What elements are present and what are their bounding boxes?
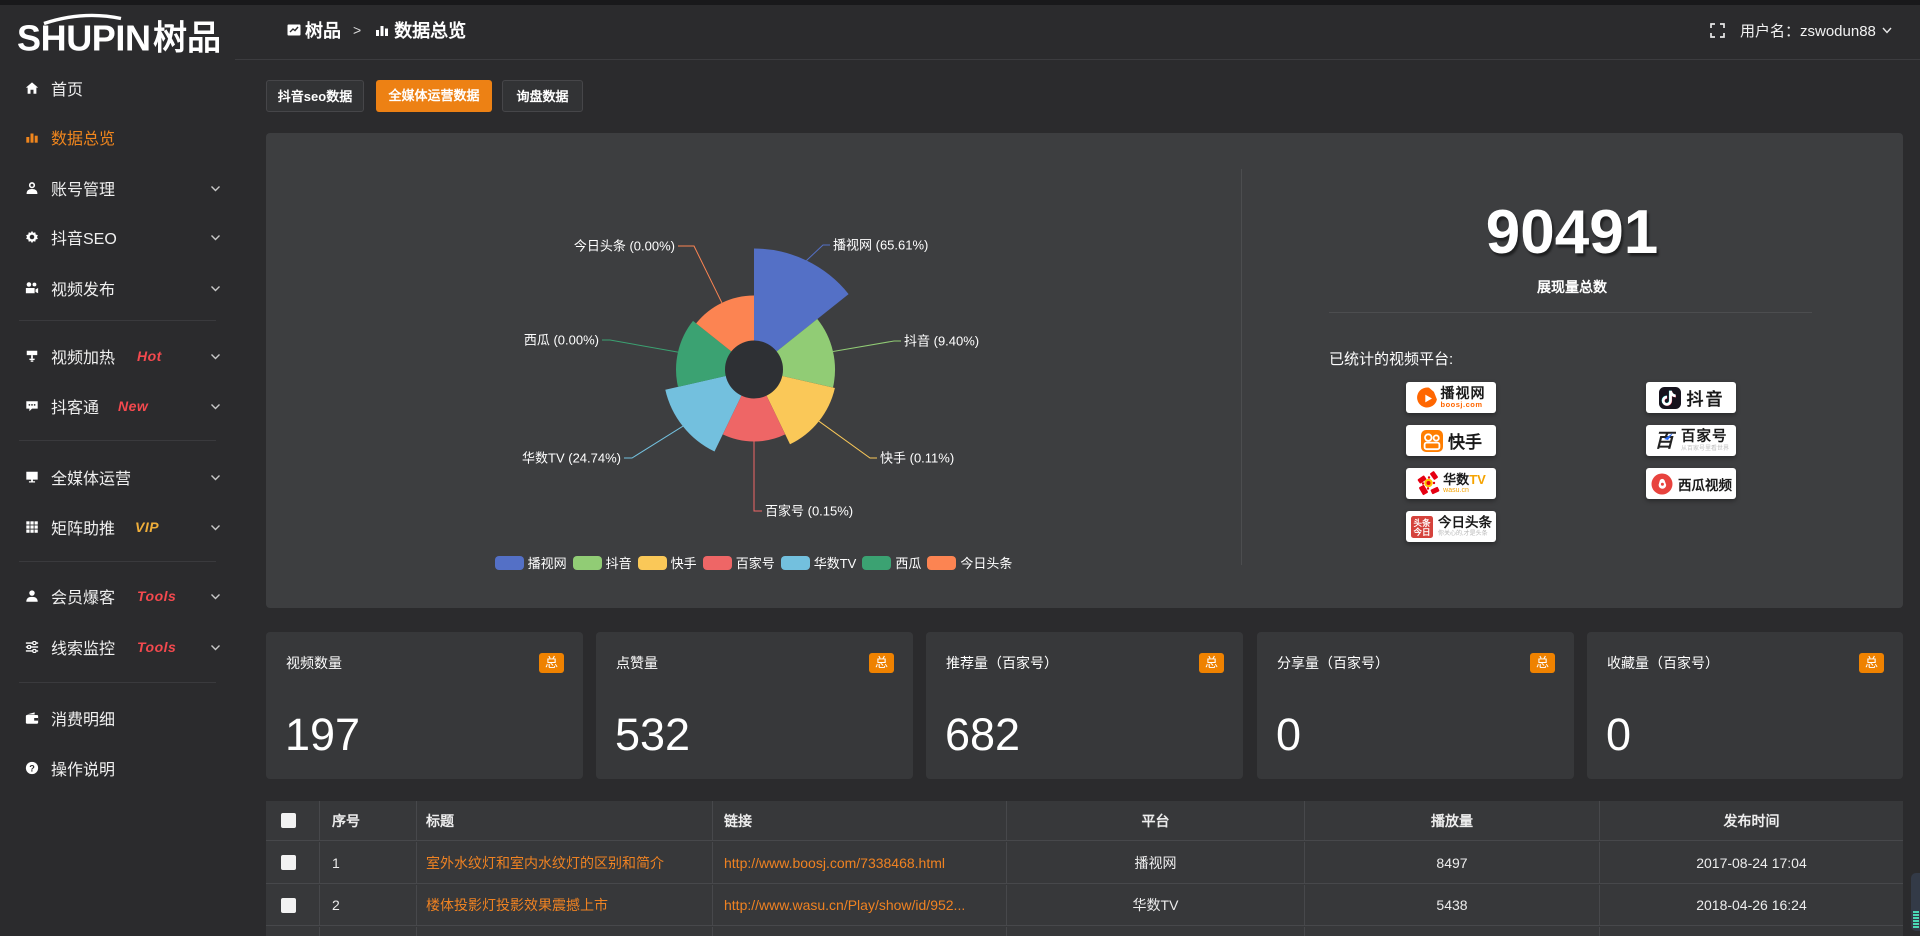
svg-text:今日: 今日 bbox=[1412, 527, 1430, 537]
svg-text:西瓜 (0.00%): 西瓜 (0.00%) bbox=[524, 333, 599, 348]
svg-text:?: ? bbox=[29, 764, 35, 774]
svg-text:树品: 树品 bbox=[153, 20, 221, 58]
svg-text:百家号 (0.15%): 百家号 (0.15%) bbox=[765, 504, 853, 519]
svg-text:百: 百 bbox=[1654, 431, 1676, 452]
svg-text:今日头条 (0.00%): 今日头条 (0.00%) bbox=[574, 239, 675, 254]
svg-text:抖音 (9.40%): 抖音 (9.40%) bbox=[904, 334, 979, 349]
svg-text:播视网 (65.61%): 播视网 (65.61%) bbox=[833, 238, 928, 253]
svg-text:快手 (0.11%): 快手 (0.11%) bbox=[880, 451, 954, 466]
svg-text:SHUPIN: SHUPIN bbox=[17, 18, 150, 59]
svg-text:头条: 头条 bbox=[1413, 518, 1431, 528]
svg-text:华数TV (24.74%): 华数TV (24.74%) bbox=[522, 451, 621, 466]
